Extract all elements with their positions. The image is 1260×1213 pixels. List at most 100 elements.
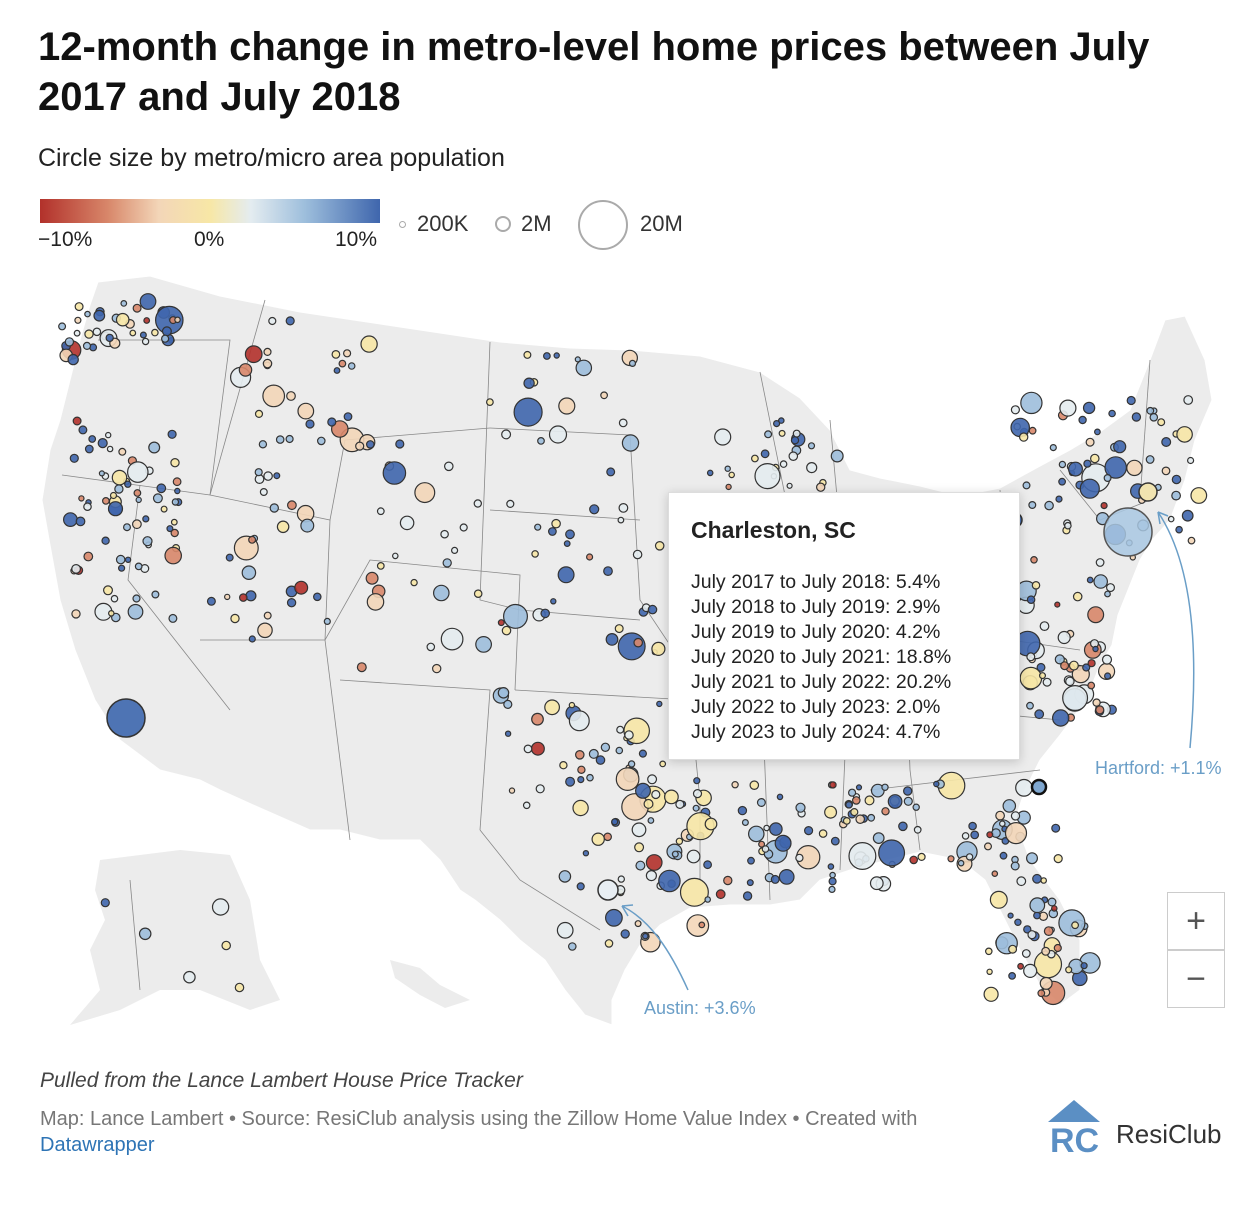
metro-circle[interactable] bbox=[1014, 918, 1022, 927]
metro-circle[interactable] bbox=[1108, 409, 1116, 418]
metro-circle[interactable] bbox=[957, 859, 965, 867]
metro-circle[interactable] bbox=[100, 898, 110, 908]
metro-circle[interactable] bbox=[124, 556, 132, 564]
metro-circle[interactable] bbox=[1034, 709, 1045, 720]
metro-circle[interactable] bbox=[872, 832, 885, 844]
metro-circle[interactable] bbox=[312, 592, 322, 602]
metro-circle[interactable] bbox=[399, 515, 415, 531]
metro-circle[interactable] bbox=[1065, 966, 1073, 974]
metro-circle[interactable] bbox=[671, 850, 679, 858]
metro-circle[interactable] bbox=[508, 787, 516, 794]
metro-circle[interactable] bbox=[1015, 778, 1033, 797]
metro-circle[interactable] bbox=[174, 316, 181, 324]
metro-circle[interactable] bbox=[459, 523, 468, 532]
metro-circle[interactable] bbox=[575, 359, 593, 377]
metro-circle[interactable] bbox=[1043, 926, 1054, 936]
metro-circle[interactable] bbox=[986, 968, 993, 976]
metro-circle[interactable] bbox=[1068, 660, 1079, 671]
metro-circle[interactable] bbox=[679, 877, 709, 907]
metro-circle[interactable] bbox=[1041, 946, 1051, 956]
metro-circle[interactable] bbox=[774, 834, 792, 852]
metro-circle[interactable] bbox=[221, 940, 231, 951]
metro-circle[interactable] bbox=[1030, 555, 1038, 564]
metro-circle[interactable] bbox=[1036, 662, 1046, 672]
metro-circle[interactable] bbox=[259, 488, 268, 497]
metro-circle[interactable] bbox=[725, 483, 732, 491]
metro-circle[interactable] bbox=[300, 518, 315, 533]
metro-circle[interactable] bbox=[1082, 401, 1096, 415]
metro-circle[interactable] bbox=[1055, 495, 1063, 503]
metro-circle[interactable] bbox=[558, 397, 576, 415]
metro-circle[interactable] bbox=[1039, 976, 1053, 990]
metro-circle[interactable] bbox=[806, 462, 818, 474]
metro-circle[interactable] bbox=[254, 409, 264, 418]
metro-circle[interactable] bbox=[111, 469, 128, 486]
metro-circle[interactable] bbox=[93, 309, 106, 322]
metro-circle[interactable] bbox=[634, 920, 642, 928]
metro-circle[interactable] bbox=[225, 553, 234, 562]
metro-circle[interactable] bbox=[1087, 681, 1096, 690]
metro-circle[interactable] bbox=[1104, 456, 1127, 479]
metro-circle[interactable] bbox=[1087, 659, 1096, 668]
metro-circle[interactable] bbox=[78, 495, 85, 502]
metro-circle[interactable] bbox=[1101, 654, 1113, 665]
metro-circle[interactable] bbox=[343, 412, 353, 422]
metro-circle[interactable] bbox=[164, 546, 182, 565]
metro-circle[interactable] bbox=[263, 471, 273, 481]
metro-circle[interactable] bbox=[156, 483, 167, 494]
metro-circle[interactable] bbox=[616, 725, 625, 734]
metro-circle[interactable] bbox=[72, 416, 82, 426]
metro-circle[interactable] bbox=[558, 870, 572, 883]
metro-circle[interactable] bbox=[338, 359, 347, 368]
metro-circle[interactable] bbox=[1058, 460, 1067, 469]
metro-circle[interactable] bbox=[1157, 418, 1166, 427]
metro-circle[interactable] bbox=[615, 746, 624, 755]
metro-circle[interactable] bbox=[585, 553, 594, 561]
metro-circle[interactable] bbox=[704, 896, 712, 903]
metro-circle[interactable] bbox=[617, 516, 625, 524]
metro-circle[interactable] bbox=[568, 710, 590, 732]
metro-circle[interactable] bbox=[258, 440, 268, 449]
metro-circle[interactable] bbox=[1092, 645, 1099, 653]
metro-circle[interactable] bbox=[1038, 672, 1046, 680]
metro-circle[interactable] bbox=[122, 523, 131, 532]
metro-circle[interactable] bbox=[330, 420, 349, 438]
metro-circle[interactable] bbox=[586, 773, 594, 782]
metro-circle[interactable] bbox=[138, 927, 152, 941]
metro-circle[interactable] bbox=[1072, 591, 1083, 602]
metro-circle[interactable] bbox=[723, 875, 733, 886]
metro-circle[interactable] bbox=[991, 870, 999, 878]
metro-circle[interactable] bbox=[830, 449, 844, 463]
metro-circle[interactable] bbox=[432, 584, 450, 602]
metro-circle[interactable] bbox=[1126, 459, 1143, 477]
metro-circle[interactable] bbox=[1010, 861, 1020, 871]
metro-circle[interactable] bbox=[170, 528, 179, 538]
metro-circle[interactable] bbox=[553, 352, 560, 359]
metro-circle[interactable] bbox=[170, 458, 180, 468]
metro-circle[interactable] bbox=[645, 869, 658, 882]
metro-circle[interactable] bbox=[104, 431, 112, 439]
metro-circle[interactable] bbox=[1080, 962, 1088, 970]
metro-circle[interactable] bbox=[903, 786, 913, 796]
metro-circle[interactable] bbox=[698, 921, 706, 929]
metro-circle[interactable] bbox=[206, 596, 216, 606]
metro-circles[interactable] bbox=[58, 293, 1208, 1006]
metro-circle[interactable] bbox=[73, 329, 81, 337]
metro-circle[interactable] bbox=[366, 593, 385, 611]
metro-circle[interactable] bbox=[995, 810, 1005, 821]
metro-circle[interactable] bbox=[747, 825, 765, 843]
metro-circle[interactable] bbox=[262, 358, 273, 369]
metro-circle[interactable] bbox=[537, 437, 545, 445]
metro-circle[interactable] bbox=[78, 425, 88, 435]
metro-circle[interactable] bbox=[82, 341, 92, 350]
metro-circle[interactable] bbox=[1105, 583, 1115, 593]
metro-circle[interactable] bbox=[1051, 823, 1061, 833]
metro-circle[interactable] bbox=[1085, 437, 1095, 447]
metro-circle[interactable] bbox=[1025, 852, 1038, 865]
metro-circle[interactable] bbox=[129, 329, 137, 337]
metro-circle[interactable] bbox=[829, 871, 836, 879]
metro-circle[interactable] bbox=[1053, 943, 1062, 953]
metro-circle[interactable] bbox=[323, 617, 331, 626]
metro-circle[interactable] bbox=[151, 328, 159, 337]
metro-circle[interactable] bbox=[117, 564, 126, 572]
